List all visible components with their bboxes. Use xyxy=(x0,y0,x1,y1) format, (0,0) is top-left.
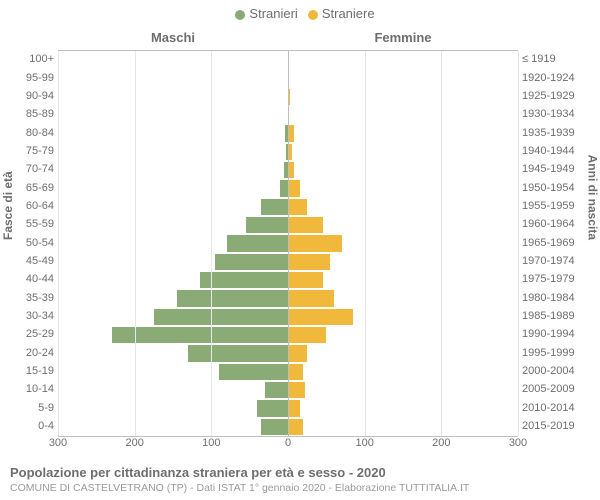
birth-year-label: 2000-2004 xyxy=(522,365,588,377)
header-female: Femmine xyxy=(368,30,438,45)
birth-year-label: 1995-1999 xyxy=(522,347,588,359)
bar-female xyxy=(288,309,353,325)
legend-label: Stranieri xyxy=(249,6,297,21)
bar-female xyxy=(288,400,300,416)
age-label: 25-29 xyxy=(12,328,54,340)
bar-female xyxy=(288,254,330,270)
chart-footer: Popolazione per cittadinanza straniera p… xyxy=(10,465,469,494)
bar-male xyxy=(246,217,288,233)
x-tick-label: 300 xyxy=(503,437,533,449)
age-label: 85-89 xyxy=(12,108,54,120)
chart-title: Popolazione per cittadinanza straniera p… xyxy=(10,465,469,480)
age-label: 15-19 xyxy=(12,365,54,377)
age-label: 100+ xyxy=(12,53,54,65)
header-male: Maschi xyxy=(143,30,203,45)
birth-year-label: 1980-1984 xyxy=(522,292,588,304)
gridline-vertical xyxy=(441,51,442,436)
bar-male xyxy=(280,180,288,196)
x-tick-label: 200 xyxy=(426,437,456,449)
age-label: 70-74 xyxy=(12,163,54,175)
birth-year-label: 1970-1974 xyxy=(522,255,588,267)
bar-male xyxy=(265,382,288,398)
age-label: 55-59 xyxy=(12,218,54,230)
age-label: 30-34 xyxy=(12,310,54,322)
legend-swatch xyxy=(235,10,245,20)
birth-year-label: 1925-1929 xyxy=(522,90,588,102)
bar-female xyxy=(288,345,307,361)
x-tick-label: 300 xyxy=(43,437,73,449)
population-pyramid-chart: StranieriStraniere Maschi Femmine Fasce … xyxy=(0,0,600,500)
bar-male xyxy=(154,309,288,325)
birth-year-label: 1985-1989 xyxy=(522,310,588,322)
bar-female xyxy=(288,382,305,398)
gridline-vertical xyxy=(58,51,59,436)
age-label: 40-44 xyxy=(12,273,54,285)
bar-male xyxy=(257,400,288,416)
age-label: 10-14 xyxy=(12,383,54,395)
age-label: 45-49 xyxy=(12,255,54,267)
x-axis-ticks: 3002001000100200300 xyxy=(58,437,518,451)
center-axis xyxy=(288,51,289,436)
birth-year-label: 1960-1964 xyxy=(522,218,588,230)
bar-male xyxy=(227,235,288,251)
birth-year-label: 2015-2019 xyxy=(522,420,588,432)
age-label: 95-99 xyxy=(12,72,54,84)
bar-male xyxy=(219,364,288,380)
birth-year-label: 2010-2014 xyxy=(522,402,588,414)
age-label: 75-79 xyxy=(12,145,54,157)
birth-year-label: ≤ 1919 xyxy=(522,53,588,65)
age-label: 65-69 xyxy=(12,182,54,194)
age-label: 90-94 xyxy=(12,90,54,102)
birth-year-label: 1975-1979 xyxy=(522,273,588,285)
gridline-vertical xyxy=(211,51,212,436)
bar-female xyxy=(288,327,326,343)
birth-year-label: 1920-1924 xyxy=(522,72,588,84)
birth-year-label: 1950-1954 xyxy=(522,182,588,194)
gridline-vertical xyxy=(365,51,366,436)
bar-female xyxy=(288,199,307,215)
bar-female xyxy=(288,235,342,251)
bar-male xyxy=(261,199,288,215)
age-label: 60-64 xyxy=(12,200,54,212)
x-tick-label: 100 xyxy=(350,437,380,449)
legend: Stranieri Straniere xyxy=(0,6,600,21)
birth-year-label: 1940-1944 xyxy=(522,145,588,157)
legend-swatch xyxy=(308,10,318,20)
bar-female xyxy=(288,364,303,380)
bar-female xyxy=(288,272,323,288)
age-label: 35-39 xyxy=(12,292,54,304)
age-label: 80-84 xyxy=(12,127,54,139)
age-label: 0-4 xyxy=(12,420,54,432)
chart-subtitle: COMUNE DI CASTELVETRANO (TP) - Dati ISTA… xyxy=(10,482,469,494)
birth-year-label: 2005-2009 xyxy=(522,383,588,395)
bar-male xyxy=(112,327,288,343)
gridline-vertical xyxy=(135,51,136,436)
age-label: 20-24 xyxy=(12,347,54,359)
birth-year-label: 1990-1994 xyxy=(522,328,588,340)
bar-male xyxy=(200,272,288,288)
x-tick-label: 200 xyxy=(120,437,150,449)
age-label: 5-9 xyxy=(12,402,54,414)
birth-year-label: 1930-1934 xyxy=(522,108,588,120)
column-headers: Maschi Femmine xyxy=(0,30,600,48)
gridline-vertical xyxy=(518,51,519,436)
birth-year-label: 1945-1949 xyxy=(522,163,588,175)
plot-area xyxy=(58,50,518,437)
birth-year-label: 1965-1969 xyxy=(522,237,588,249)
age-label: 50-54 xyxy=(12,237,54,249)
bar-male xyxy=(188,345,288,361)
birth-year-label: 1955-1959 xyxy=(522,200,588,212)
birth-year-label: 1935-1939 xyxy=(522,127,588,139)
x-tick-label: 100 xyxy=(196,437,226,449)
bar-female xyxy=(288,217,323,233)
bar-male xyxy=(261,419,288,435)
bar-male xyxy=(215,254,288,270)
bar-female xyxy=(288,290,334,306)
legend-label: Straniere xyxy=(322,6,375,21)
bar-female xyxy=(288,419,303,435)
bar-female xyxy=(288,180,300,196)
x-tick-label: 0 xyxy=(273,437,303,449)
bar-male xyxy=(177,290,288,306)
